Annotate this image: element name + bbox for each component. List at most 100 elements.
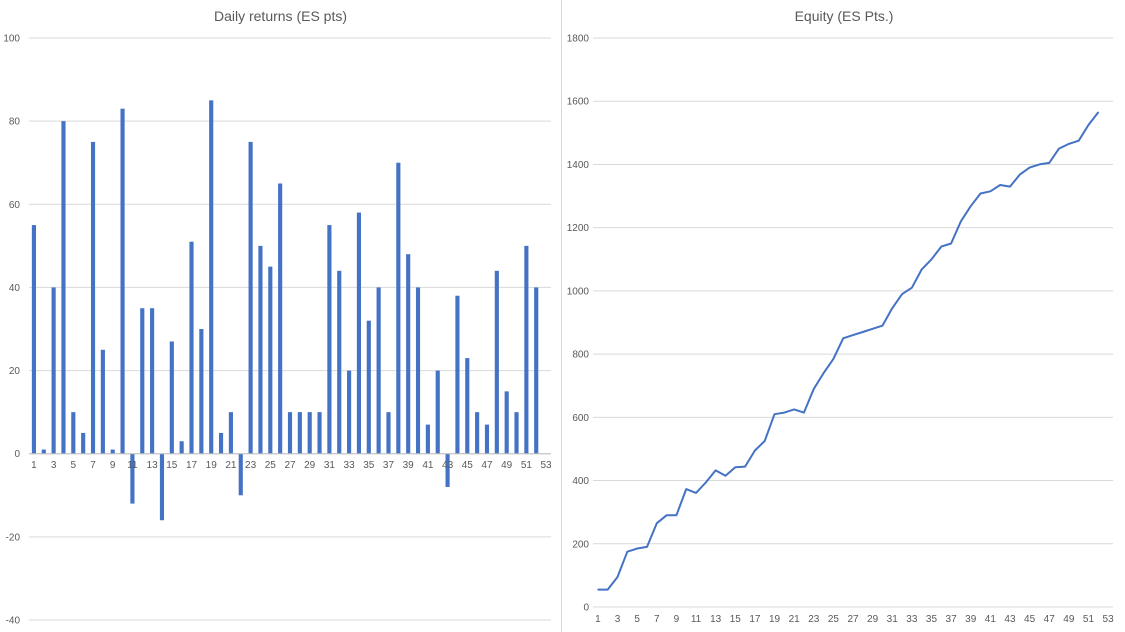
bar	[140, 308, 145, 454]
x-tick-label: 1	[595, 614, 601, 625]
x-tick-label: 45	[462, 460, 474, 471]
x-tick-label: 7	[654, 614, 660, 625]
data-point	[773, 413, 776, 415]
x-tick-label: 25	[828, 614, 840, 625]
y-tick-label: 400	[572, 476, 589, 487]
x-tick-label: 13	[147, 460, 159, 471]
bar	[347, 370, 352, 454]
data-point	[813, 388, 815, 390]
x-tick-label: 15	[730, 614, 742, 625]
y-tick-label: 100	[3, 34, 20, 45]
x-tick-label: 11	[127, 460, 138, 471]
data-point	[734, 466, 736, 468]
x-tick-label: 1	[31, 460, 37, 471]
data-point	[764, 440, 766, 442]
data-point	[793, 408, 795, 411]
data-point	[999, 184, 1001, 186]
x-tick-label: 33	[344, 460, 356, 471]
x-tick-label: 5	[71, 460, 77, 471]
x-tick-label: 9	[674, 614, 680, 625]
y-tick-label: 20	[9, 366, 21, 377]
x-tick-label: 3	[51, 460, 57, 471]
x-tick-label: 27	[284, 460, 296, 471]
bar	[366, 320, 371, 454]
data-point	[901, 293, 903, 295]
data-point	[989, 190, 991, 192]
data-point	[744, 466, 746, 468]
data-point	[960, 220, 962, 222]
bar	[41, 449, 46, 454]
y-tick-label: 60	[9, 200, 21, 211]
bar	[130, 453, 135, 504]
bar	[110, 449, 115, 454]
y-tick-label: -20	[6, 532, 21, 543]
data-point	[950, 242, 952, 245]
x-tick-label: 19	[769, 614, 781, 625]
data-point	[979, 192, 982, 195]
x-tick-label: 43	[442, 460, 454, 471]
bar	[337, 270, 342, 454]
data-point	[930, 258, 933, 260]
data-point	[656, 522, 658, 524]
x-tick-label: 37	[946, 614, 958, 625]
bar	[71, 412, 76, 454]
y-tick-label: 40	[9, 283, 21, 294]
data-point	[675, 514, 677, 516]
bar	[100, 349, 105, 454]
equity-chart: Equity (ES Pts.) 0 200 400 600 800 1000 1200 14…	[563, 0, 1125, 632]
x-tick-label: 29	[304, 460, 316, 471]
data-point	[852, 334, 854, 336]
data-point	[695, 492, 697, 494]
y-tick-label: 800	[572, 350, 589, 361]
x-tick-label: 9	[110, 460, 116, 471]
bar	[307, 412, 312, 454]
bar	[238, 453, 243, 496]
bar	[278, 183, 283, 454]
x-tick-label: 45	[1024, 614, 1036, 625]
x-tick-label: 41	[422, 460, 434, 471]
bar	[199, 329, 204, 454]
x-tick-label: 39	[403, 460, 415, 471]
y-tick-label: 80	[9, 117, 21, 128]
bar	[524, 245, 529, 454]
x-tick-label: 33	[906, 614, 918, 625]
data-point	[822, 372, 825, 374]
data-point	[646, 546, 648, 548]
data-point	[1087, 124, 1090, 126]
x-tick-label: 31	[324, 460, 336, 471]
bar	[51, 287, 56, 454]
data-point	[803, 411, 805, 414]
bar	[415, 287, 421, 454]
y-tick-label: 1600	[567, 97, 590, 108]
x-tick-label: 51	[1083, 614, 1095, 625]
data-point	[1068, 143, 1070, 145]
bar	[287, 412, 293, 454]
x-tick-label: 17	[186, 460, 198, 471]
data-point	[597, 589, 599, 591]
bar	[484, 424, 490, 454]
y-tick-label: 1000	[567, 286, 590, 297]
data-point	[862, 331, 864, 333]
equity-title: Equity (ES Pts.)	[794, 8, 894, 24]
data-point	[970, 205, 972, 207]
x-tick-label: 41	[985, 614, 997, 625]
series-line	[597, 111, 1100, 591]
bar	[425, 424, 430, 454]
bar	[465, 358, 470, 454]
x-tick-label: 35	[363, 460, 375, 471]
x-tick-label: 35	[926, 614, 938, 625]
bar	[159, 453, 165, 521]
bar	[386, 412, 391, 454]
y-tick-label: 200	[572, 539, 589, 550]
x-tick-label: 23	[245, 460, 257, 471]
x-tick-label: 47	[481, 460, 493, 471]
y-tick-label: 0	[583, 603, 589, 614]
y-tick-label: 1800	[567, 34, 590, 45]
data-point	[1058, 148, 1060, 150]
bar	[248, 141, 253, 454]
data-point	[881, 325, 884, 327]
bar	[179, 441, 184, 454]
x-tick-label: 37	[383, 460, 395, 471]
